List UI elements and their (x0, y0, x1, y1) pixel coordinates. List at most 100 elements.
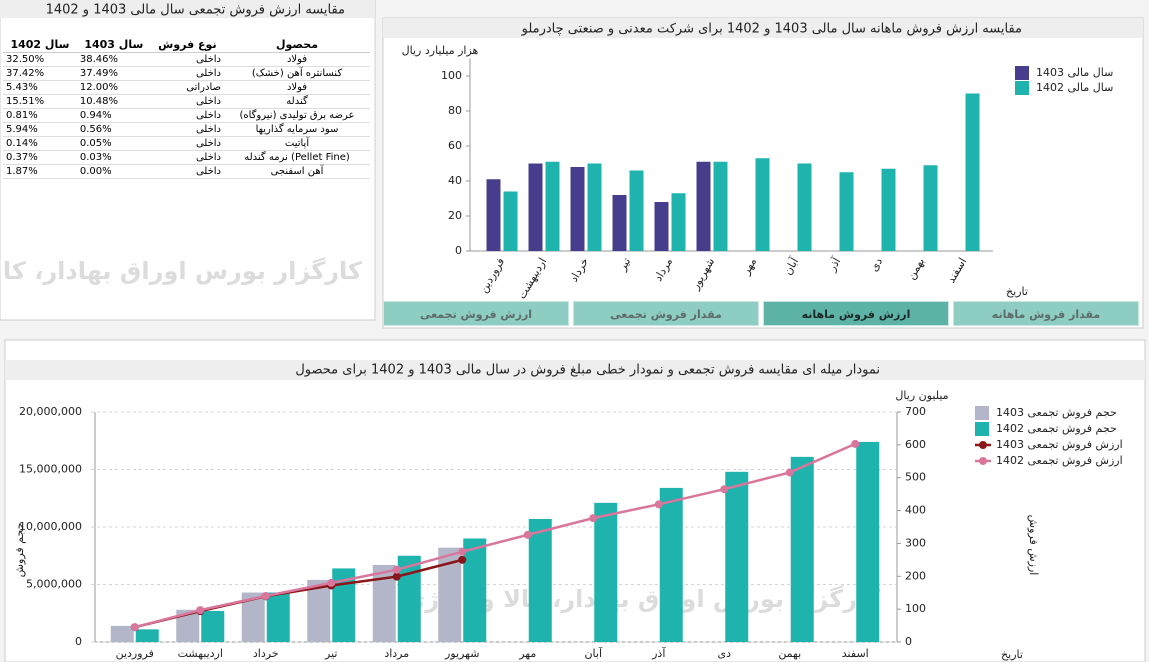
x-tick-label: اردیبهشت (178, 647, 223, 660)
table-cell: داخلی (151, 95, 224, 109)
y-tick-label: 0 (455, 244, 462, 257)
column-header: محصول (224, 37, 370, 53)
table-cell: عرضه برق تولیدی (نیروگاه) (224, 109, 370, 123)
table-cell: کنسانتره آهن (خشک) (224, 67, 370, 81)
line-point (196, 606, 204, 614)
column-header: نوع فروش (151, 37, 224, 53)
table-cell: سود سرمایه گذاریها (224, 123, 370, 137)
table-cell: 5.43% (3, 81, 77, 95)
y-tick-label: 40 (448, 174, 462, 187)
bar (594, 503, 617, 642)
watermark: کارگزار بورس اوراق بهادار، کالا و انرژی (0, 257, 362, 285)
table-cell: 38.46% (77, 53, 151, 67)
bar (267, 593, 290, 642)
x-tick-label: فروردین (116, 647, 154, 660)
x-axis-title: تاریخ (1006, 285, 1028, 298)
legend-marker (979, 457, 987, 465)
table-row: فولادداخلی38.46%32.50% (3, 53, 370, 67)
line-point (393, 573, 401, 581)
bar (529, 519, 552, 642)
tab[interactable]: ارزش فروش تجمعی (383, 301, 569, 326)
line-point (851, 440, 859, 448)
bar (882, 169, 896, 251)
bar (588, 164, 602, 252)
table-cell: گندله (224, 95, 370, 109)
bar (714, 162, 728, 251)
bar (840, 172, 854, 251)
legend-label: ارزش فروش تجمعی 1403 (996, 438, 1123, 451)
table-cell: 5.94% (3, 123, 77, 137)
table-row: سود سرمایه گذاریهاداخلی0.56%5.94% (3, 123, 370, 137)
y-tick-label: 20,000,000 (19, 405, 82, 418)
x-tick-label: مهر (518, 647, 536, 660)
x-tick-label: اسفند (842, 647, 869, 660)
tab[interactable]: مقدار فروش تجمعی (573, 301, 759, 326)
x-tick-label: تیر (324, 647, 337, 660)
y2-tick-label: 700 (905, 405, 926, 418)
table-cell: صادراتی (151, 81, 224, 95)
bar (111, 626, 134, 642)
bar (856, 442, 879, 642)
legend-marker (979, 441, 987, 449)
legend-label: حجم فروش تجمعی 1402 (996, 422, 1117, 435)
table-cell: 12.00% (77, 81, 151, 95)
bar (966, 94, 980, 252)
y2-tick-label: 300 (905, 536, 926, 549)
table-cell: آهن اسفنجی (224, 165, 370, 179)
legend-label: حجم فروش تجمعی 1403 (996, 406, 1117, 419)
x-tick-label: بهمن (778, 647, 801, 660)
table-cell: داخلی (151, 53, 224, 67)
bar (630, 171, 644, 252)
x-axis-title: تاریخ (1001, 648, 1023, 661)
line-point (393, 566, 401, 574)
bar (798, 164, 812, 252)
table-cell: 15.51% (3, 95, 77, 109)
table-cell: آپاتیت (224, 137, 370, 151)
table-cell: فولاد (224, 53, 370, 67)
x-tick-label: مرداد (384, 647, 409, 660)
table-cell: داخلی (151, 165, 224, 179)
table-title: مقایسه ارزش فروش تجمعی سال مالی 1403 و 1… (46, 3, 345, 18)
header-row: محصولنوع فروشسال 1403سال 1402 (3, 37, 370, 53)
y2-axis-unit: میلیون ریال (895, 389, 948, 402)
line-point (327, 579, 335, 587)
bar (697, 162, 711, 251)
bar (201, 611, 224, 642)
x-tick-label: آبان (584, 646, 602, 660)
bar (756, 158, 770, 251)
bar (924, 165, 938, 251)
table-cell: داخلی (151, 137, 224, 151)
y-tick-label: 80 (448, 104, 462, 117)
table-cell: 0.03% (77, 151, 151, 165)
bar (529, 164, 543, 252)
line-point (458, 548, 466, 556)
chart-title: مقایسه ارزش فروش ماهانه سال مالی 1403 و … (521, 22, 1022, 37)
table-cell: (Pellet Fine) نرمه گندله (224, 151, 370, 165)
bar (504, 192, 518, 252)
y2-tick-label: 100 (905, 602, 926, 615)
x-tick-label: آذر (651, 646, 666, 660)
line-point (131, 623, 139, 631)
table-cell: 0.00% (77, 165, 151, 179)
y-tick-label: 15,000,000 (19, 463, 82, 476)
tab[interactable]: ارزش فروش ماهانه (763, 301, 949, 326)
bar (660, 488, 683, 642)
legend-label: سال مالی 1402 (1036, 81, 1113, 94)
legend-label: ارزش فروش تجمعی 1402 (996, 454, 1123, 467)
table-cell: 10.48% (77, 95, 151, 109)
y2-tick-label: 0 (905, 635, 912, 648)
bar (613, 195, 627, 251)
table-row: آپاتیتداخلی0.05%0.14% (3, 137, 370, 151)
line-point (262, 592, 270, 600)
y2-tick-label: 600 (905, 438, 926, 451)
line-point (655, 500, 663, 508)
tab[interactable]: مقدار فروش ماهانه (953, 301, 1139, 326)
bar (487, 179, 501, 251)
table-cell: 37.49% (77, 67, 151, 81)
x-tick-label: خرداد (253, 647, 279, 660)
table-cell: فولاد (224, 81, 370, 95)
bar (571, 167, 585, 251)
bar (672, 193, 686, 251)
share-table: محصولنوع فروشسال 1403سال 1402فولادداخلی3… (3, 37, 370, 179)
